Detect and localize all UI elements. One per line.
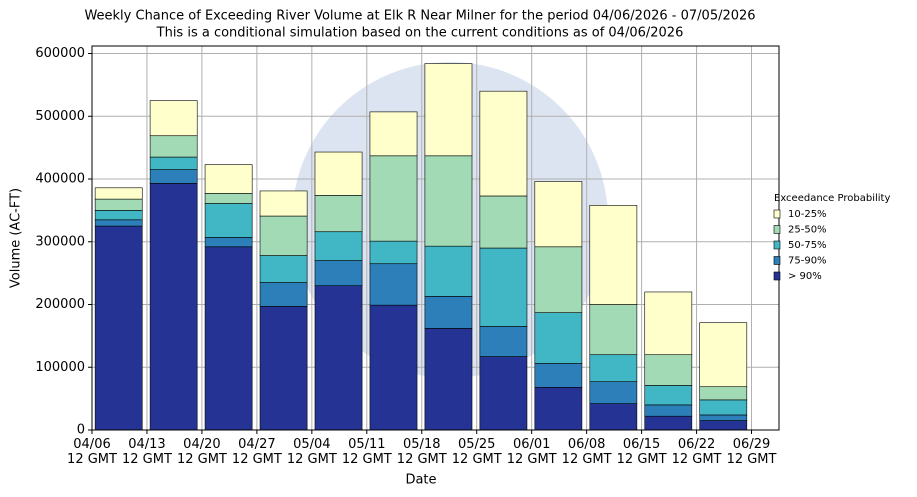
bar-segment <box>589 304 638 356</box>
bar-segment <box>204 237 253 248</box>
bar-segment <box>94 210 143 221</box>
bar-segment <box>589 354 638 382</box>
bar-segment <box>204 246 253 431</box>
bar-segment <box>369 240 418 265</box>
bar-segment <box>424 155 473 247</box>
x-tick-label: 06/08 12 GMT <box>561 437 612 467</box>
bars <box>94 63 748 431</box>
x-tick-label: 05/11 12 GMT <box>341 437 392 467</box>
bar-segment <box>424 296 473 329</box>
bar-segment <box>534 312 583 364</box>
bar-segment <box>479 326 528 357</box>
bar-segment <box>644 385 693 406</box>
bar-segment <box>589 381 638 404</box>
bar-segment <box>424 245 473 297</box>
bar-segment <box>369 111 418 157</box>
bar-segment <box>424 328 473 431</box>
bar-segment <box>314 151 363 196</box>
x-axis-label: Date <box>405 473 436 488</box>
plot-frame <box>91 45 780 431</box>
bar-segment <box>699 322 748 388</box>
bar-segment <box>644 404 693 417</box>
bar-segment <box>314 195 363 233</box>
bar-segment <box>644 291 693 356</box>
legend-swatch <box>773 240 781 250</box>
y-tick-label: 200000 <box>35 297 85 312</box>
bar-segment <box>534 363 583 388</box>
x-tick-label: 05/18 12 GMT <box>396 437 447 467</box>
x-tick-label: 04/27 12 GMT <box>231 437 282 467</box>
bar-segment <box>259 306 308 431</box>
legend-label: > 90% <box>788 271 822 282</box>
bar-segment <box>699 420 748 431</box>
bar-segment <box>479 356 528 431</box>
bar-segment <box>94 219 143 227</box>
legend-label: 25-50% <box>788 225 827 236</box>
bar-segment <box>479 247 528 327</box>
legend-label: 50-75% <box>788 240 827 251</box>
bar-segment <box>259 282 308 307</box>
bar-segment <box>699 386 748 401</box>
bar-segment <box>534 246 583 313</box>
x-tick-label: 04/20 12 GMT <box>176 437 227 467</box>
y-tick-label: 400000 <box>35 172 85 187</box>
bar-segment <box>699 414 748 421</box>
x-tick-label: 05/25 12 GMT <box>451 437 502 467</box>
x-tick-label: 06/22 12 GMT <box>671 437 722 467</box>
chart-subtitle: This is a conditional simulation based o… <box>156 26 684 41</box>
legend-title: Exceedance Probability <box>774 193 890 204</box>
y-tick-label: 0 <box>77 423 85 438</box>
y-tick-label: 600000 <box>35 46 85 61</box>
bar-segment <box>204 164 253 194</box>
y-tick-label: 300000 <box>35 234 85 249</box>
bar-segment <box>589 403 638 431</box>
bar-segment <box>589 205 638 305</box>
bar-segment <box>314 285 363 431</box>
bar-segment <box>259 215 308 256</box>
bar-segment <box>94 198 143 211</box>
bar-segment <box>149 135 198 158</box>
y-tick-label: 500000 <box>35 109 85 124</box>
bar-segment <box>369 304 418 431</box>
bar-segment <box>94 225 143 431</box>
bar-segment <box>644 354 693 386</box>
bar-segment <box>644 415 693 431</box>
x-tick-label: 05/04 12 GMT <box>286 437 337 467</box>
bar-segment <box>204 193 253 204</box>
bar-segment <box>534 387 583 431</box>
bar-segment <box>149 183 198 431</box>
bar-segment <box>204 203 253 238</box>
bar-segment <box>534 181 583 248</box>
bar-segment <box>314 231 363 261</box>
bar-segment <box>369 155 418 242</box>
legend-label: 75-90% <box>788 256 827 267</box>
y-tick-label: 100000 <box>35 360 85 375</box>
bar-segment <box>699 399 748 416</box>
legend-swatch <box>773 256 781 265</box>
bar-segment <box>479 195 528 249</box>
bar-segment <box>369 263 418 306</box>
x-tick-label: 04/13 12 GMT <box>122 437 172 467</box>
bar-segment <box>314 260 363 286</box>
y-axis-label: Volume (AC-FT) <box>9 188 24 288</box>
legend-swatch <box>773 271 781 281</box>
bar-segment <box>94 187 143 200</box>
bar-segment <box>259 190 308 217</box>
chart-title: Weekly Chance of Exceeding River Volume … <box>84 9 755 24</box>
legend-label: 10-25% <box>788 209 827 220</box>
bar-segment <box>149 169 198 184</box>
x-tick-label: 06/15 12 GMT <box>616 437 667 467</box>
bar-segment <box>479 90 528 197</box>
legend-swatch <box>773 209 781 219</box>
bar-segment <box>424 63 473 157</box>
bar-segment <box>259 255 308 283</box>
x-tick-label: 06/29 12 GMT <box>726 437 777 467</box>
legend-swatch <box>773 225 781 234</box>
bar-segment <box>149 100 198 137</box>
bar-segment <box>149 156 198 170</box>
x-tick-label: 06/01 12 GMT <box>506 437 557 467</box>
x-tick-label: 04/06 12 GMT <box>67 437 117 467</box>
